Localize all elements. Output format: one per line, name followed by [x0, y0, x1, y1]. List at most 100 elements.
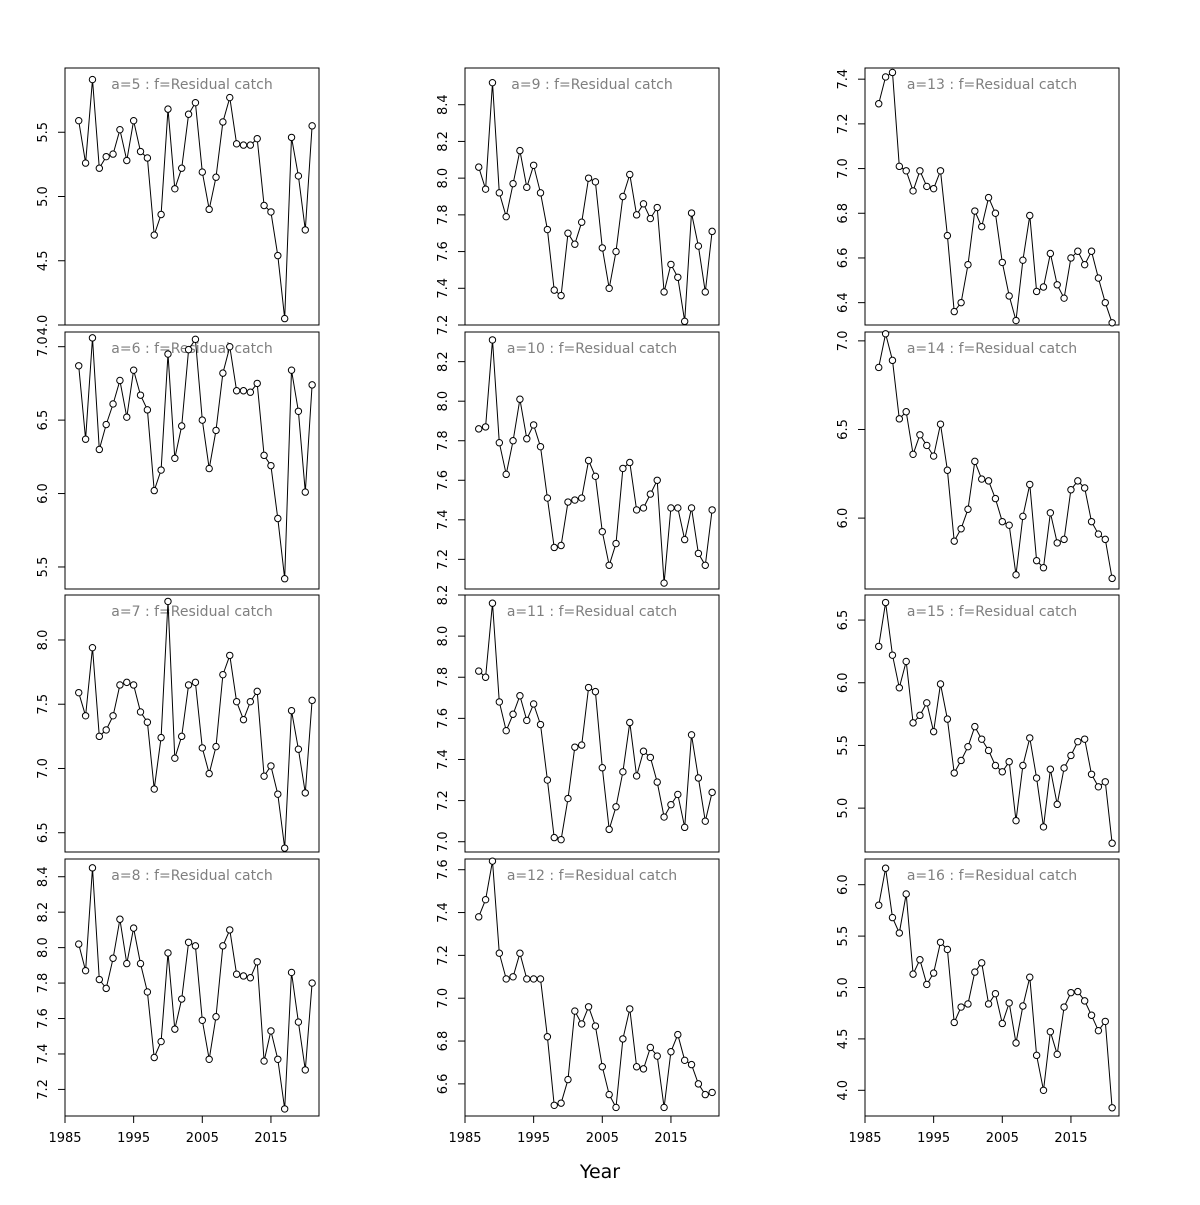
data-point: [550, 833, 558, 842]
data-point: [626, 718, 634, 727]
data-point: [978, 959, 986, 967]
data-point: [267, 762, 275, 770]
x-tick-label: 1995: [117, 1131, 150, 1146]
data-point: [998, 517, 1006, 526]
data-point: [260, 451, 268, 460]
data-point: [516, 146, 524, 155]
y-tick-label: 5.5: [36, 122, 51, 143]
y-tick-label: 8.2: [436, 585, 451, 606]
data-point: [495, 698, 504, 706]
data-point: [1067, 988, 1075, 997]
data-point: [205, 769, 213, 778]
x-tick-label: 2005: [586, 1131, 619, 1146]
data-point: [984, 193, 993, 202]
data-point: [198, 744, 206, 752]
data-point: [1067, 751, 1075, 760]
data-point: [488, 857, 497, 865]
data-point: [294, 745, 303, 753]
y-tick-label: 7.0: [36, 336, 51, 357]
data-point: [1032, 1051, 1041, 1060]
series-line: [78, 867, 313, 1109]
data-point: [488, 599, 497, 607]
data-point: [536, 442, 545, 451]
data-point: [909, 187, 917, 195]
data-point: [287, 706, 296, 715]
data-point: [280, 844, 289, 852]
data-point: [674, 504, 682, 512]
data-point: [123, 413, 131, 421]
data-point: [578, 494, 586, 502]
data-point: [936, 680, 945, 688]
data-point: [875, 363, 883, 372]
data-point: [557, 291, 565, 300]
data-point: [1067, 486, 1075, 494]
data-point: [929, 184, 938, 193]
data-point: [708, 227, 716, 236]
y-tick-label: 7.0: [36, 758, 51, 779]
data-point: [246, 141, 255, 149]
data-point: [267, 1027, 275, 1035]
data-point: [1053, 539, 1061, 547]
data-point: [212, 426, 220, 435]
y-tick-label: 7.0: [836, 158, 851, 179]
panel-frame: [64, 858, 320, 1117]
data-point: [564, 229, 572, 237]
data-point: [916, 167, 924, 175]
data-point: [164, 949, 172, 957]
data-point: [598, 1063, 606, 1071]
data-point: [571, 496, 579, 504]
data-point: [1005, 999, 1013, 1007]
data-point: [1094, 274, 1103, 282]
data-point: [123, 156, 131, 165]
panel-title: a=10 : f=Residual catch: [507, 341, 677, 357]
y-tick-label: 6.0: [836, 672, 851, 693]
data-point: [301, 488, 309, 496]
data-point: [205, 205, 213, 214]
data-point: [943, 231, 952, 240]
data-point: [150, 486, 158, 495]
panel-frame: [464, 858, 720, 1117]
data-point: [150, 1053, 158, 1062]
data-point: [543, 225, 552, 234]
data-point: [239, 715, 248, 724]
data-point: [605, 284, 613, 292]
data-point: [1005, 758, 1013, 766]
x-axis-label: Year: [579, 1161, 620, 1183]
panel-title: a=11 : f=Residual catch: [507, 604, 677, 620]
data-point: [150, 785, 158, 793]
data-point: [1074, 987, 1082, 996]
data-point: [923, 182, 931, 191]
y-tick-label: 5.0: [836, 977, 851, 998]
data-point: [488, 336, 497, 344]
data-point: [916, 711, 924, 720]
data-point: [1087, 770, 1096, 778]
data-point: [95, 445, 104, 454]
data-point: [226, 342, 234, 351]
data-point: [957, 756, 965, 765]
data-point: [219, 942, 227, 950]
data-point: [116, 376, 124, 385]
data-point: [943, 945, 952, 954]
y-tick-label: 6.5: [36, 822, 51, 843]
data-point: [239, 141, 248, 149]
data-point: [226, 93, 234, 102]
data-point: [1019, 761, 1027, 770]
data-point: [1046, 1028, 1055, 1036]
y-tick-label: 7.0: [436, 988, 451, 1009]
y-tick-label: 4.5: [36, 250, 51, 271]
data-point: [1074, 247, 1082, 255]
data-point: [909, 450, 917, 458]
data-point: [253, 379, 261, 388]
data-point: [502, 212, 510, 221]
data-point: [184, 345, 193, 354]
y-tick-label: 7.4: [436, 278, 451, 299]
y-tick-label: 8.4: [36, 866, 51, 887]
data-point: [75, 940, 83, 948]
data-point: [198, 416, 206, 424]
data-point: [978, 475, 986, 483]
data-point: [639, 1065, 648, 1073]
data-point: [1032, 287, 1041, 296]
data-point: [674, 273, 682, 281]
data-point: [157, 733, 165, 742]
data-point: [646, 490, 655, 498]
